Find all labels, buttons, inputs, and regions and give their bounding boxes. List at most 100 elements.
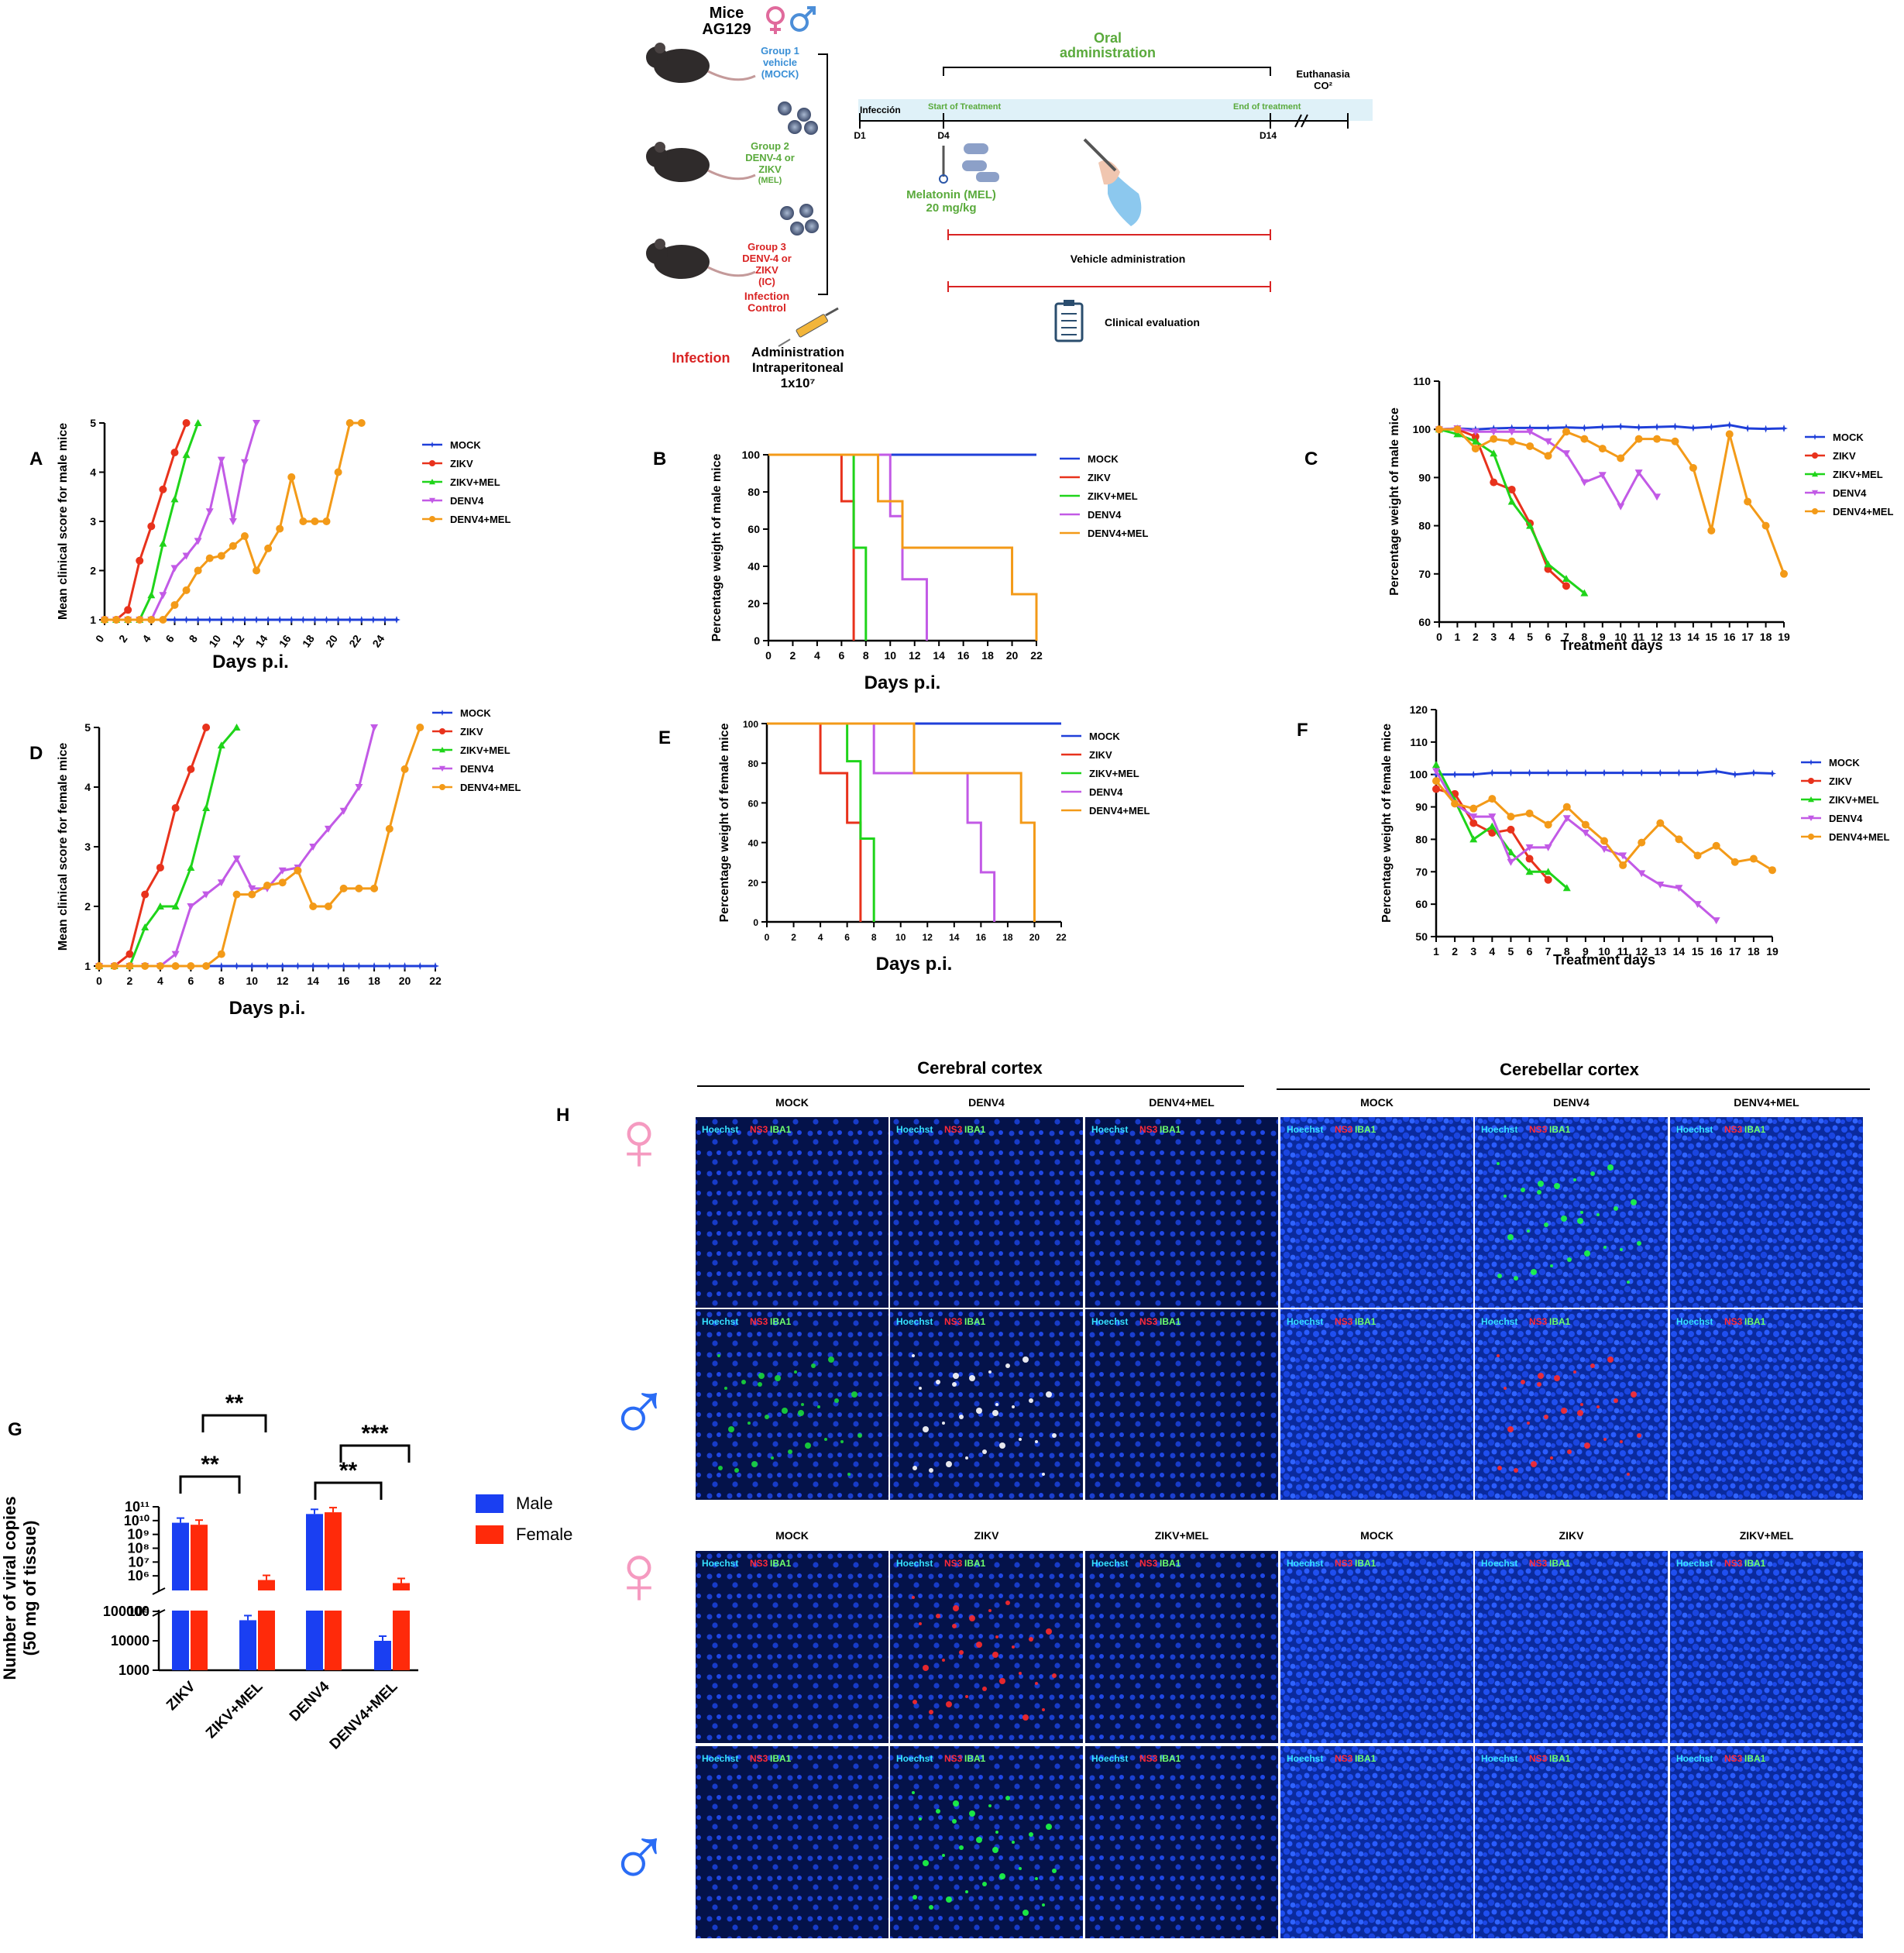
- signal-spot: [1005, 1363, 1010, 1368]
- x-tick-label: 0: [93, 632, 107, 645]
- stain-label-iba1: IBA1: [1160, 1558, 1181, 1569]
- x-tick-label: 12: [923, 932, 933, 943]
- virus-icon: [780, 204, 819, 236]
- y-tick-label: 60: [1418, 616, 1431, 628]
- data-point: [1471, 445, 1480, 453]
- x-tick-label: 13: [1655, 945, 1667, 958]
- data-point: [232, 962, 241, 970]
- signal-spot: [982, 1687, 987, 1691]
- signal-spot: [1596, 1213, 1600, 1216]
- signal-spot: [1590, 1363, 1595, 1368]
- x-tick-label: 20: [323, 632, 340, 649]
- stain-label-hoechst: Hoechst: [896, 1558, 933, 1569]
- data-point: [1562, 582, 1570, 590]
- data-point: [1544, 875, 1552, 884]
- clinical-eval-label: Clinical evaluation: [1105, 316, 1200, 328]
- stain-label-ns3: NS3: [1139, 1124, 1158, 1135]
- data-point: [278, 867, 287, 875]
- stain-label-hoechst: Hoechst: [896, 1316, 933, 1327]
- stain-label-ns3: NS3: [1529, 1124, 1548, 1135]
- y-tick-label: 10000: [111, 1633, 150, 1649]
- legend-swatch: [476, 1494, 503, 1513]
- data-point: [1600, 845, 1608, 853]
- infeccion-label: Infección: [860, 105, 901, 115]
- data-point: [1675, 885, 1683, 892]
- data-point: [136, 556, 144, 565]
- x-tick-label: 0: [1436, 631, 1442, 643]
- significance-bracket: [339, 1444, 411, 1463]
- stain-label-ns3: NS3: [944, 1558, 963, 1569]
- x-tick-label: 19: [1778, 631, 1790, 643]
- data-point: [170, 495, 179, 503]
- x-tick-label: 12: [277, 975, 289, 987]
- x-tick-label: 10: [895, 932, 906, 943]
- data-point: [345, 616, 354, 624]
- data-point: [1562, 423, 1570, 432]
- signal-spot: [923, 1860, 929, 1866]
- y-tick-label: 10¹¹: [125, 1499, 150, 1515]
- axis-break: [152, 1609, 166, 1617]
- svg-text:Melatonin (MEL): Melatonin (MEL): [906, 188, 996, 201]
- data-point: [1525, 868, 1534, 875]
- data-point: [182, 616, 191, 624]
- data-point: [1707, 423, 1716, 432]
- signal-spot: [919, 1817, 922, 1821]
- signal-spot: [1603, 1438, 1607, 1441]
- data-point: [1562, 815, 1571, 823]
- signal-spot: [751, 1461, 758, 1467]
- stain-label-ns3: NS3: [1335, 1558, 1353, 1569]
- data-point: [171, 962, 180, 970]
- x-tick-label: 18: [1002, 932, 1013, 943]
- signal-spot: [1538, 1181, 1544, 1187]
- stain-label-hoechst: Hoechst: [1481, 1316, 1517, 1327]
- micrograph-tile: [890, 1309, 1083, 1500]
- bar-male: [374, 1641, 391, 1670]
- significance-bracket: [314, 1481, 383, 1500]
- data-point: [253, 616, 261, 624]
- signal-spot: [1603, 1246, 1607, 1249]
- data-point: [1780, 569, 1788, 578]
- signal-spot: [817, 1405, 820, 1408]
- stain-label-ns3: NS3: [1335, 1124, 1353, 1135]
- micro-tiles: Hoechst NS3 IBA1 Hoechst NS3 IBA1 Hoechst NS3 IB…: [696, 1117, 1863, 1938]
- data-point: [1725, 421, 1734, 429]
- data-point: [439, 784, 445, 790]
- data-point: [1471, 437, 1480, 445]
- data-point: [1432, 768, 1440, 775]
- signal-spot: [1046, 1628, 1052, 1635]
- data-point: [263, 882, 271, 890]
- svg-text:ZIKV: ZIKV: [755, 264, 778, 276]
- data-point: [334, 616, 342, 624]
- signal-spot: [1497, 1466, 1502, 1470]
- stain-label-hoechst: Hoechst: [1676, 1753, 1713, 1764]
- data-point: [1689, 424, 1697, 432]
- data-point: [429, 442, 435, 448]
- x-tick-label: 7: [1545, 945, 1552, 958]
- svg-text:20 mg/kg: 20 mg/kg: [926, 201, 976, 215]
- signal-spot: [1590, 1171, 1595, 1176]
- x-tick-label: 4: [818, 932, 823, 943]
- x-tick-label: 8: [871, 932, 877, 943]
- signal-spot: [942, 1659, 945, 1662]
- signal-spot: [1497, 1274, 1502, 1278]
- series-line-denv4-mel: [768, 453, 1038, 641]
- y-tick-label: 5: [84, 721, 91, 734]
- data-point: [1780, 424, 1788, 432]
- data-point: [229, 542, 237, 550]
- svg-text:Group 2: Group 2: [751, 140, 789, 152]
- micrograph-tile: [1670, 1117, 1863, 1308]
- stain-label-iba1: IBA1: [770, 1316, 792, 1327]
- stain-label-hoechst: Hoechst: [1481, 1124, 1517, 1135]
- signal-spot: [1507, 1426, 1514, 1432]
- data-point: [1693, 901, 1702, 909]
- svg-text:Group 1: Group 1: [761, 45, 799, 57]
- microscopy-panel: Cerebral cortex Cerebellar cortex Hoechs…: [607, 1058, 1870, 1938]
- signal-spot: [1567, 1257, 1572, 1262]
- legend-label: DENV4+MEL: [1829, 831, 1889, 843]
- data-point: [299, 517, 308, 525]
- micrograph-tile: [1670, 1551, 1863, 1743]
- data-point: [159, 539, 167, 547]
- signal-spot: [1497, 1162, 1500, 1165]
